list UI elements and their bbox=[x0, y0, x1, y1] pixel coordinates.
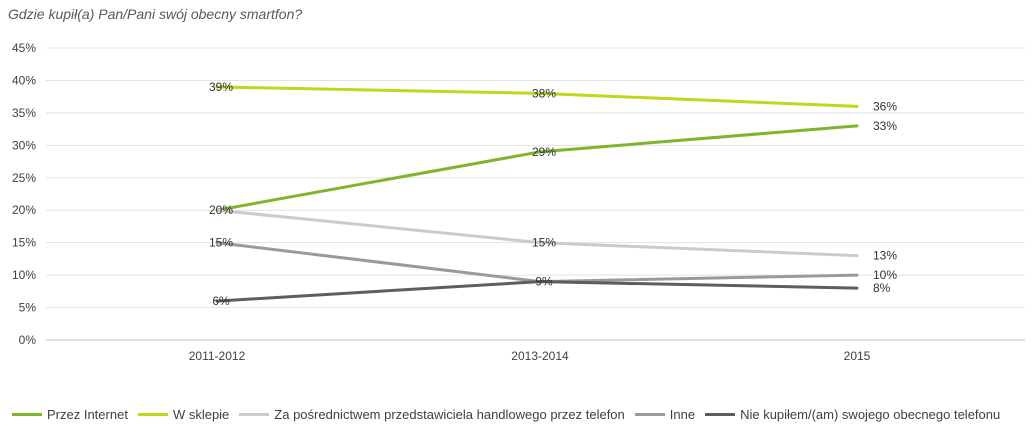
data-label: 36% bbox=[873, 99, 897, 113]
data-label: 29% bbox=[532, 145, 556, 159]
y-tick-label: 25% bbox=[12, 171, 36, 185]
legend-label: Nie kupiłem/(am) swojego obecnego telefo… bbox=[740, 406, 1001, 422]
data-label: 20% bbox=[209, 203, 233, 217]
chart-title: Gdzie kupił(a) Pan/Pani swój obecny smar… bbox=[8, 6, 303, 22]
y-tick-label: 5% bbox=[19, 301, 37, 315]
x-tick-label: 2011-2012 bbox=[189, 349, 246, 363]
data-label: 10% bbox=[873, 268, 897, 282]
series-line-5 bbox=[215, 280, 859, 303]
data-label: 13% bbox=[873, 249, 897, 263]
legend-label: Za pośrednictwem przedstawiciela handlow… bbox=[274, 406, 625, 422]
data-label: 8% bbox=[873, 281, 891, 295]
y-tick-label: 10% bbox=[12, 268, 36, 282]
legend-swatch bbox=[634, 412, 665, 416]
y-tick-label: 30% bbox=[12, 138, 36, 152]
data-label: 9% bbox=[535, 275, 553, 289]
y-tick-label: 15% bbox=[12, 236, 36, 250]
x-tick-label: 2013-2014 bbox=[511, 349, 569, 363]
data-label: 39% bbox=[209, 80, 233, 94]
legend-item: Przez Internet bbox=[12, 407, 128, 422]
legend-item: Za pośrednictwem przedstawiciela handlow… bbox=[239, 406, 625, 422]
x-tick-label: 2015 bbox=[844, 349, 871, 363]
legend-label: Przez Internet bbox=[47, 406, 128, 422]
series-line-2 bbox=[215, 85, 859, 108]
series-line-3 bbox=[215, 208, 859, 258]
legend-item: Inne bbox=[634, 406, 696, 422]
line-chart: 0% 5% 10% 15% 20% 25% 30% 35% 40% 45% 2011-2012 201… bbox=[12, 41, 1025, 363]
legend-label: W sklepie bbox=[172, 406, 230, 422]
series-line-1 bbox=[215, 124, 859, 212]
legend-item: Nie kupiłem/(am) swojego obecnego telefo… bbox=[705, 407, 1000, 422]
data-label: 15% bbox=[532, 236, 556, 250]
legend-swatch bbox=[239, 412, 270, 416]
y-tick-label: 20% bbox=[12, 203, 36, 217]
legend-swatch bbox=[12, 412, 42, 416]
y-tick-label: 35% bbox=[12, 106, 36, 120]
chart-legend: Przez Internet W sklepie Za pośrednictwem … bbox=[12, 404, 1010, 424]
legend-label: Inne bbox=[669, 406, 696, 422]
data-label: 33% bbox=[873, 119, 897, 133]
y-tick-label: 40% bbox=[12, 73, 36, 87]
data-label: 38% bbox=[532, 86, 556, 100]
legend-item: W sklepie bbox=[137, 406, 230, 422]
legend-swatch bbox=[137, 412, 168, 416]
y-tick-label: 45% bbox=[12, 41, 36, 55]
data-label: 15% bbox=[209, 236, 233, 250]
y-tick-label: 0% bbox=[19, 333, 37, 347]
data-label: 6% bbox=[212, 294, 230, 308]
legend-swatch bbox=[705, 412, 736, 416]
